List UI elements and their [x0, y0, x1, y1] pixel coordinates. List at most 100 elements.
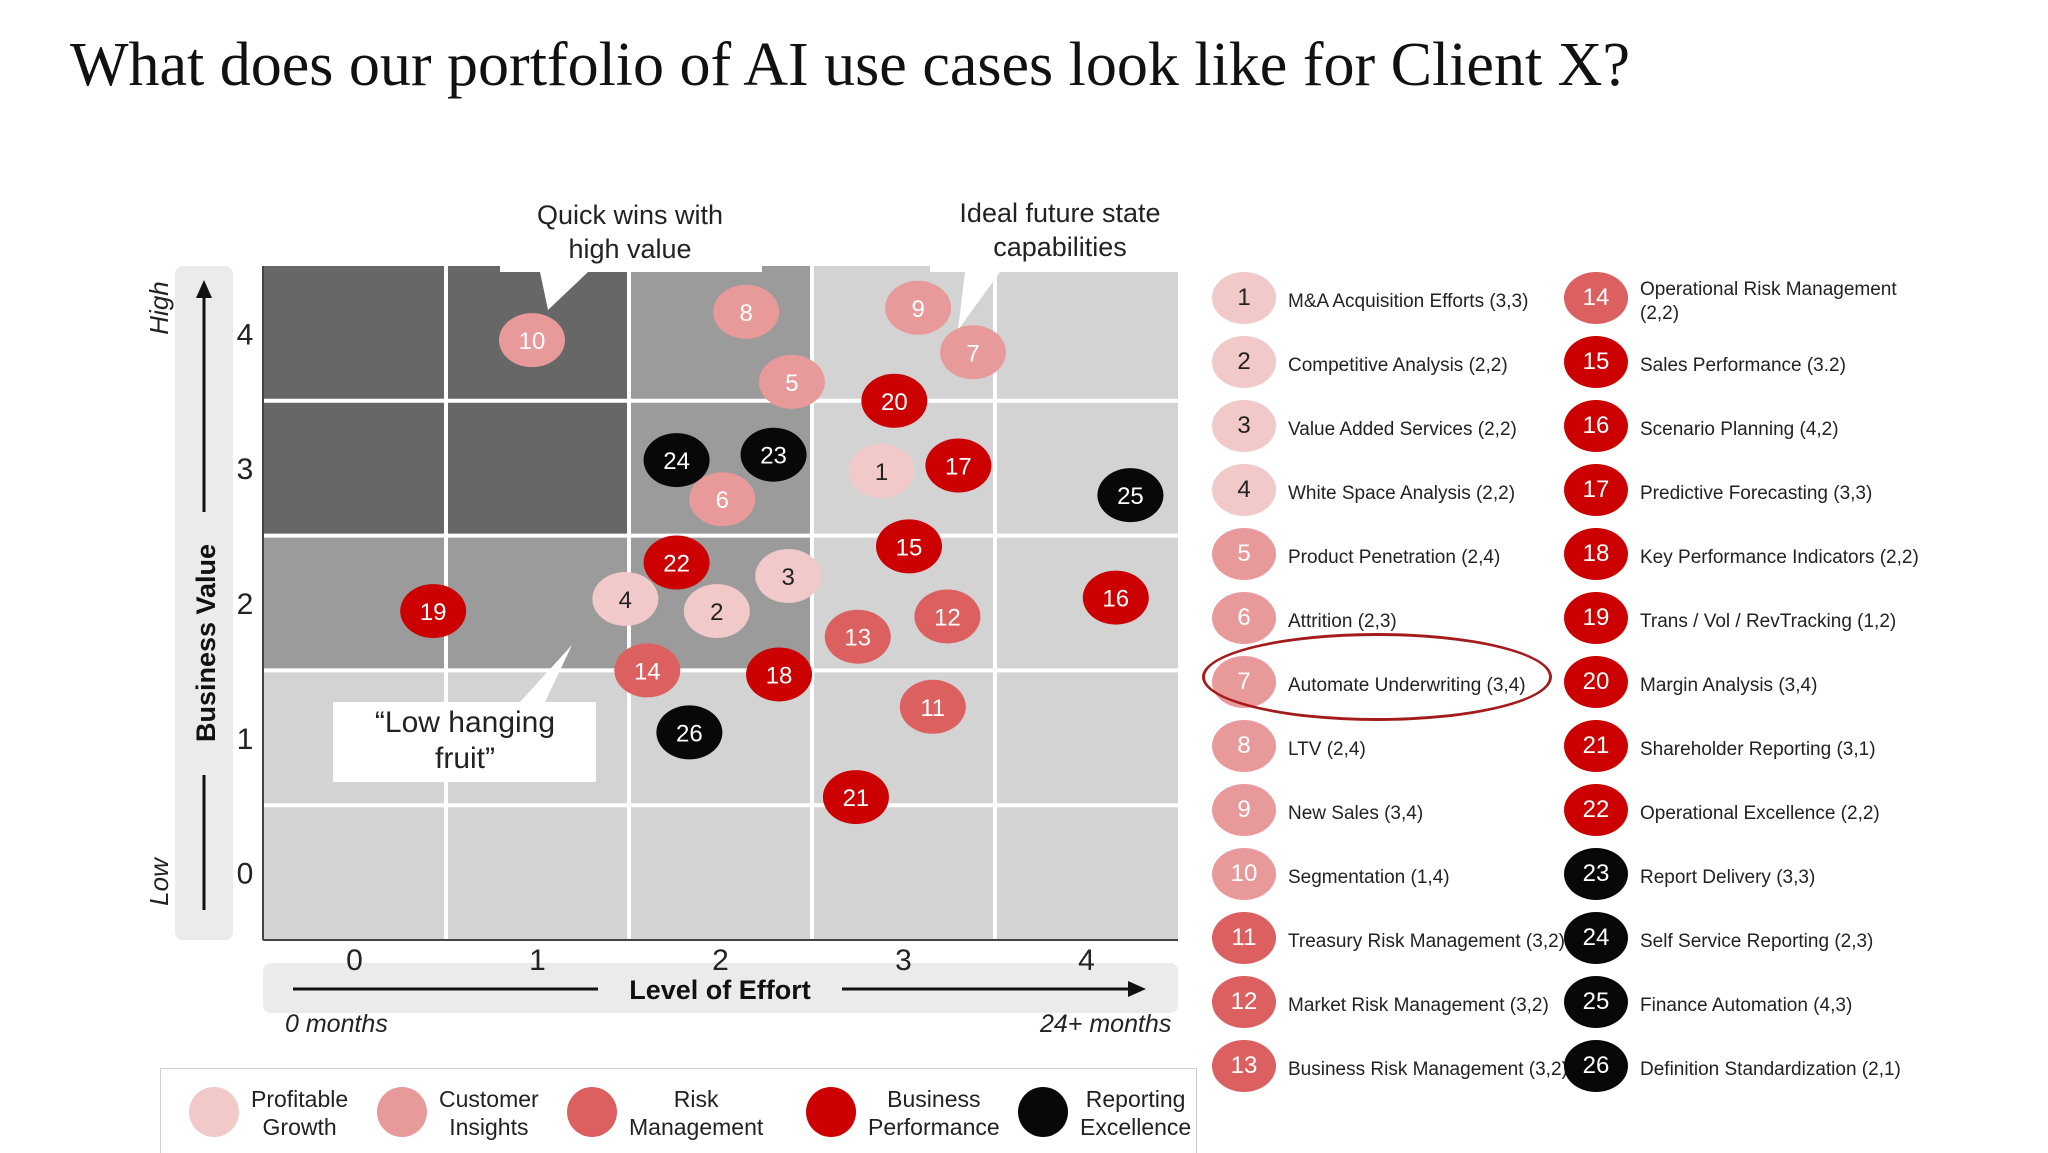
use-case-point-label: 21: [843, 785, 870, 812]
use-case-point-marker: [1082, 570, 1149, 625]
use-case-label: Operational Excellence (2,2): [1640, 803, 1880, 824]
x-axis-end-label: 24+ months: [1040, 1010, 1172, 1038]
x-tick-label: 0: [346, 944, 363, 977]
use-case-point-marker: [822, 770, 889, 825]
use-case-point-22: 22: [643, 535, 710, 590]
category-swatch: [1018, 1087, 1068, 1137]
use-case-legend-item-1: 1 M&A Acquisition Efforts (3,3): [1212, 272, 1572, 332]
use-case-label: Finance Automation (4,3): [1640, 995, 1853, 1016]
use-case-point-marker: [656, 705, 723, 760]
callout-quick-wins-bubble: [500, 196, 762, 310]
use-case-point-label: 5: [785, 370, 798, 397]
use-case-point-marker: [614, 643, 681, 698]
use-case-point-10: 10: [499, 313, 566, 368]
use-case-point-label: 2: [710, 599, 723, 626]
use-case-label: Margin Analysis (3,4): [1640, 675, 1818, 696]
use-case-point-4: 4: [592, 571, 659, 626]
callout-bubbles: [333, 196, 1178, 782]
x-axis-panel: [263, 963, 1178, 1013]
use-case-badge: 2: [1212, 336, 1276, 388]
use-case-legend-item-6: 6 Attrition (2,3): [1212, 592, 1572, 652]
grid-cell: [263, 266, 446, 401]
use-case-point-8: 8: [713, 284, 780, 339]
use-case-label: Definition Standardization (2,1): [1640, 1059, 1901, 1080]
use-case-point-marker: [914, 589, 981, 644]
use-case-point-label: 1: [875, 459, 888, 486]
use-case-point-11: 11: [899, 679, 966, 734]
use-case-point-marker: [499, 313, 566, 368]
callout-ideal-future-bubble: [930, 196, 1178, 330]
use-case-point-label: 18: [766, 662, 793, 689]
use-case-point-label: 9: [911, 296, 924, 323]
use-case-point-3: 3: [755, 549, 822, 604]
use-case-legend-item-5: 5 Product Penetration (2,4): [1212, 528, 1572, 588]
use-case-point-marker: [824, 609, 891, 664]
use-case-badge: 14: [1564, 272, 1628, 324]
x-tick-label: 2: [712, 944, 729, 977]
x-arrow-head: [1128, 981, 1146, 997]
use-case-point-marker: [1097, 468, 1164, 523]
use-case-point-13: 13: [824, 609, 891, 664]
use-case-badge: 19: [1564, 592, 1628, 644]
use-case-legend-item-16: 16 Scenario Planning (4,2): [1564, 400, 1924, 460]
use-case-label: Segmentation (1,4): [1288, 867, 1450, 888]
use-case-point-6: 6: [689, 472, 756, 527]
use-case-label: Scenario Planning (4,2): [1640, 419, 1839, 440]
use-case-label: Sales Performance (3.2): [1640, 355, 1846, 376]
use-case-point-marker: [713, 284, 780, 339]
use-case-badge: 10: [1212, 848, 1276, 900]
use-case-point-label: 10: [519, 328, 546, 355]
use-case-point-label: 12: [934, 604, 961, 631]
category-label: Risk Management: [629, 1086, 764, 1140]
use-case-badge: 11: [1212, 912, 1276, 964]
use-case-legend-item-8: 8 LTV (2,4): [1212, 720, 1572, 780]
use-case-point-9: 9: [885, 280, 952, 335]
use-case-point-17: 17: [925, 438, 992, 493]
x-tick-label: 3: [895, 944, 912, 977]
callout-ideal-future: Ideal future state capabilities: [959, 198, 1161, 262]
grid-cell: [995, 266, 1178, 401]
use-case-legend-item-15: 15 Sales Performance (3.2): [1564, 336, 1924, 396]
use-case-point-7: 7: [940, 325, 1007, 380]
use-case-point-label: 7: [966, 340, 979, 367]
use-case-point-marker: [925, 438, 992, 493]
y-tick-label: 3: [237, 453, 254, 486]
use-case-point-label: 8: [739, 300, 752, 327]
grid-cell: [263, 400, 446, 536]
use-case-legend-item-13: 13 Business Risk Management (3,2): [1212, 1040, 1572, 1100]
use-case-badge: 6: [1212, 592, 1276, 644]
use-case-label: Operational Risk Management (2,2): [1640, 279, 1897, 324]
category-swatch: [806, 1087, 856, 1137]
use-case-point-label: 17: [945, 454, 972, 481]
y-axis-panel: [175, 266, 233, 940]
use-case-legend-item-10: 10 Segmentation (1,4): [1212, 848, 1572, 908]
use-case-badge: 22: [1564, 784, 1628, 836]
use-case-point-label: 19: [420, 599, 447, 626]
use-case-point-marker: [940, 325, 1007, 380]
grid-cell: [995, 670, 1178, 806]
use-case-point-label: 20: [881, 389, 908, 416]
grid-cell: [446, 400, 629, 536]
use-case-point-14: 14: [614, 643, 681, 698]
use-case-point-16: 16: [1082, 570, 1149, 625]
use-case-legend-item-20: 20 Margin Analysis (3,4): [1564, 656, 1924, 716]
use-case-point-marker: [643, 535, 710, 590]
category-label: Business Performance: [868, 1086, 1000, 1140]
use-case-point-label: 16: [1102, 586, 1129, 613]
use-case-point-23: 23: [740, 427, 807, 482]
y-tick-label: 4: [237, 318, 254, 351]
use-case-badge: 9: [1212, 784, 1276, 836]
use-case-point-19: 19: [400, 584, 467, 639]
use-case-legend-item-2: 2 Competitive Analysis (2,2): [1212, 336, 1572, 396]
category-swatch: [377, 1087, 427, 1137]
use-case-point-marker: [899, 679, 966, 734]
use-case-legend-item-21: 21 Shareholder Reporting (3,1): [1564, 720, 1924, 780]
use-case-badge: 26: [1564, 1040, 1628, 1092]
category-label: Reporting Excellence: [1080, 1086, 1192, 1140]
use-case-point-label: 6: [716, 487, 729, 514]
use-case-point-marker: [592, 571, 659, 626]
use-case-point-1: 1: [848, 443, 915, 498]
use-case-label: Product Penetration (2,4): [1288, 547, 1501, 568]
use-case-point-label: 11: [920, 695, 945, 722]
